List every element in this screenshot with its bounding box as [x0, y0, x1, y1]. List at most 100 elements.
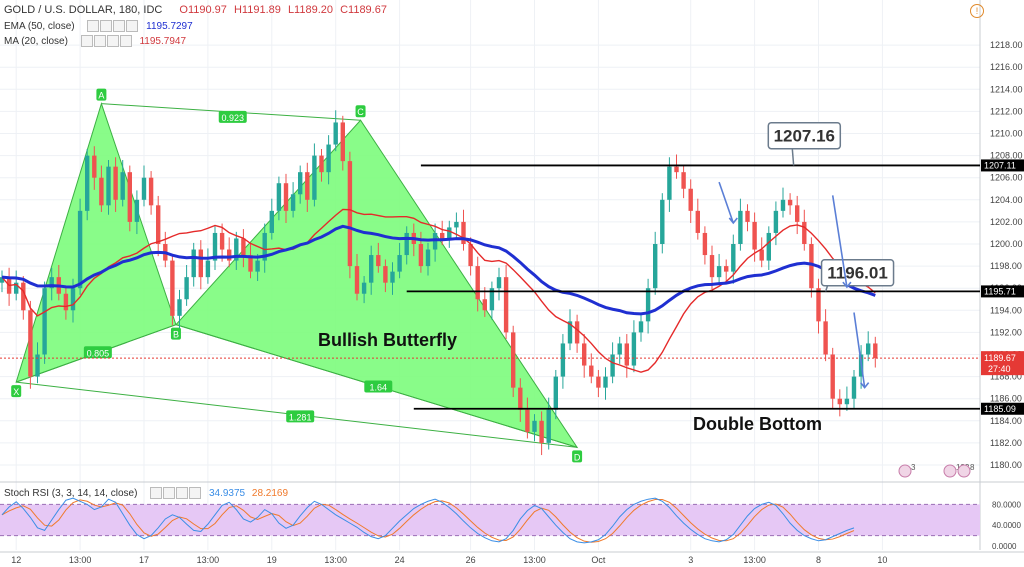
visibility-icon[interactable] — [87, 20, 100, 32]
candle-body[interactable] — [326, 144, 331, 173]
candle-body[interactable] — [503, 277, 509, 333]
candle-body[interactable] — [539, 420, 544, 443]
economic-event-icon[interactable] — [957, 464, 971, 478]
candle-body[interactable] — [724, 266, 729, 272]
candle-body[interactable] — [454, 221, 459, 228]
symbol-title[interactable]: GOLD / U.S. DOLLAR, 180, IDC — [4, 4, 163, 16]
candle-body[interactable] — [383, 266, 388, 283]
candle-body[interactable] — [63, 293, 69, 311]
visibility-icon[interactable] — [150, 487, 163, 499]
candle-body[interactable] — [567, 321, 573, 344]
candle-body[interactable] — [532, 420, 537, 432]
candle-body[interactable] — [496, 277, 502, 289]
candle-body[interactable] — [795, 205, 800, 222]
candle-body[interactable] — [780, 199, 786, 211]
candle-body[interactable] — [333, 122, 338, 145]
candle-body[interactable] — [603, 376, 608, 388]
candle-body[interactable] — [141, 177, 147, 200]
candle-body[interactable] — [574, 321, 580, 344]
candle-body[interactable] — [844, 398, 850, 405]
candle-body[interactable] — [347, 161, 353, 267]
settings-icon[interactable] — [93, 35, 106, 47]
candle-body[interactable] — [546, 409, 551, 443]
candle-body[interactable] — [120, 172, 125, 200]
candle-body[interactable] — [106, 166, 111, 206]
candle-body[interactable] — [219, 232, 225, 250]
candle-body[interactable] — [227, 249, 232, 261]
alert-icon[interactable]: ! — [970, 4, 984, 18]
candle-body[interactable] — [205, 260, 211, 278]
candle-body[interactable] — [198, 249, 203, 278]
candle-body[interactable] — [553, 376, 558, 410]
candle-body[interactable] — [589, 365, 594, 377]
candle-body[interactable] — [404, 232, 409, 256]
candle-body[interactable] — [688, 188, 693, 211]
candle-body[interactable] — [731, 244, 736, 272]
settings-icon[interactable] — [100, 20, 113, 32]
candle-body[interactable] — [759, 249, 764, 261]
candle-body[interactable] — [156, 205, 161, 244]
candle-body[interactable] — [376, 255, 381, 267]
candle-body[interactable] — [191, 249, 196, 278]
candle-body[interactable] — [390, 271, 395, 283]
ema-controls[interactable] — [87, 20, 139, 32]
candle-body[interactable] — [596, 376, 601, 388]
candle-body[interactable] — [674, 166, 679, 173]
candle-body[interactable] — [816, 288, 821, 322]
more-icon[interactable] — [126, 20, 139, 32]
candle-body[interactable] — [418, 244, 424, 267]
candle-body[interactable] — [276, 183, 282, 211]
candle-body[interactable] — [518, 387, 523, 410]
candle-body[interactable] — [354, 266, 360, 294]
candle-body[interactable] — [482, 299, 487, 311]
visibility-icon[interactable] — [80, 35, 93, 47]
candle-body[interactable] — [702, 232, 708, 256]
candle-body[interactable] — [127, 172, 132, 222]
candle-body[interactable] — [631, 332, 637, 366]
more-icon[interactable] — [189, 487, 202, 499]
candle-body[interactable] — [617, 343, 622, 355]
candle-body[interactable] — [283, 183, 289, 211]
economic-event-icon[interactable] — [898, 464, 912, 478]
candle-body[interactable] — [177, 299, 182, 316]
candle-body[interactable] — [234, 238, 239, 261]
candle-body[interactable] — [582, 343, 587, 366]
settings-icon[interactable] — [163, 487, 176, 499]
candle-body[interactable] — [14, 282, 19, 294]
candle-body[interactable] — [475, 266, 480, 300]
candle-body[interactable] — [397, 255, 402, 272]
candle-body[interactable] — [262, 232, 267, 261]
candle-body[interactable] — [873, 343, 878, 359]
candle-body[interactable] — [35, 354, 40, 377]
candle-body[interactable] — [667, 166, 672, 200]
candle-body[interactable] — [42, 288, 47, 355]
candle-body[interactable] — [511, 332, 516, 388]
ma-controls[interactable] — [80, 35, 133, 47]
candle-body[interactable] — [77, 210, 83, 289]
candle-body[interactable] — [184, 277, 189, 300]
candle-body[interactable] — [830, 354, 835, 399]
close-icon[interactable] — [106, 35, 119, 47]
candle-body[interactable] — [709, 255, 715, 278]
candle-body[interactable] — [255, 260, 260, 272]
close-icon[interactable] — [176, 487, 189, 499]
candle-body[interactable] — [851, 376, 857, 399]
candle-body[interactable] — [269, 210, 274, 233]
candle-body[interactable] — [440, 232, 445, 239]
candle-body[interactable] — [738, 210, 743, 244]
candle-body[interactable] — [99, 177, 104, 206]
candle-body[interactable] — [85, 155, 90, 211]
candle-body[interactable] — [645, 288, 651, 322]
candle-body[interactable] — [369, 255, 374, 283]
close-icon[interactable] — [113, 20, 126, 32]
candle-body[interactable] — [319, 155, 324, 173]
candle-body[interactable] — [92, 155, 97, 178]
ma-legend[interactable]: MA (20, close) 1195.7947 — [4, 35, 190, 47]
candle-body[interactable] — [653, 244, 658, 289]
candle-body[interactable] — [660, 199, 665, 244]
more-icon[interactable] — [119, 35, 132, 47]
candle-body[interactable] — [624, 343, 629, 366]
candle-body[interactable] — [447, 227, 452, 239]
candle-body[interactable] — [681, 172, 686, 189]
candle-body[interactable] — [70, 288, 76, 311]
